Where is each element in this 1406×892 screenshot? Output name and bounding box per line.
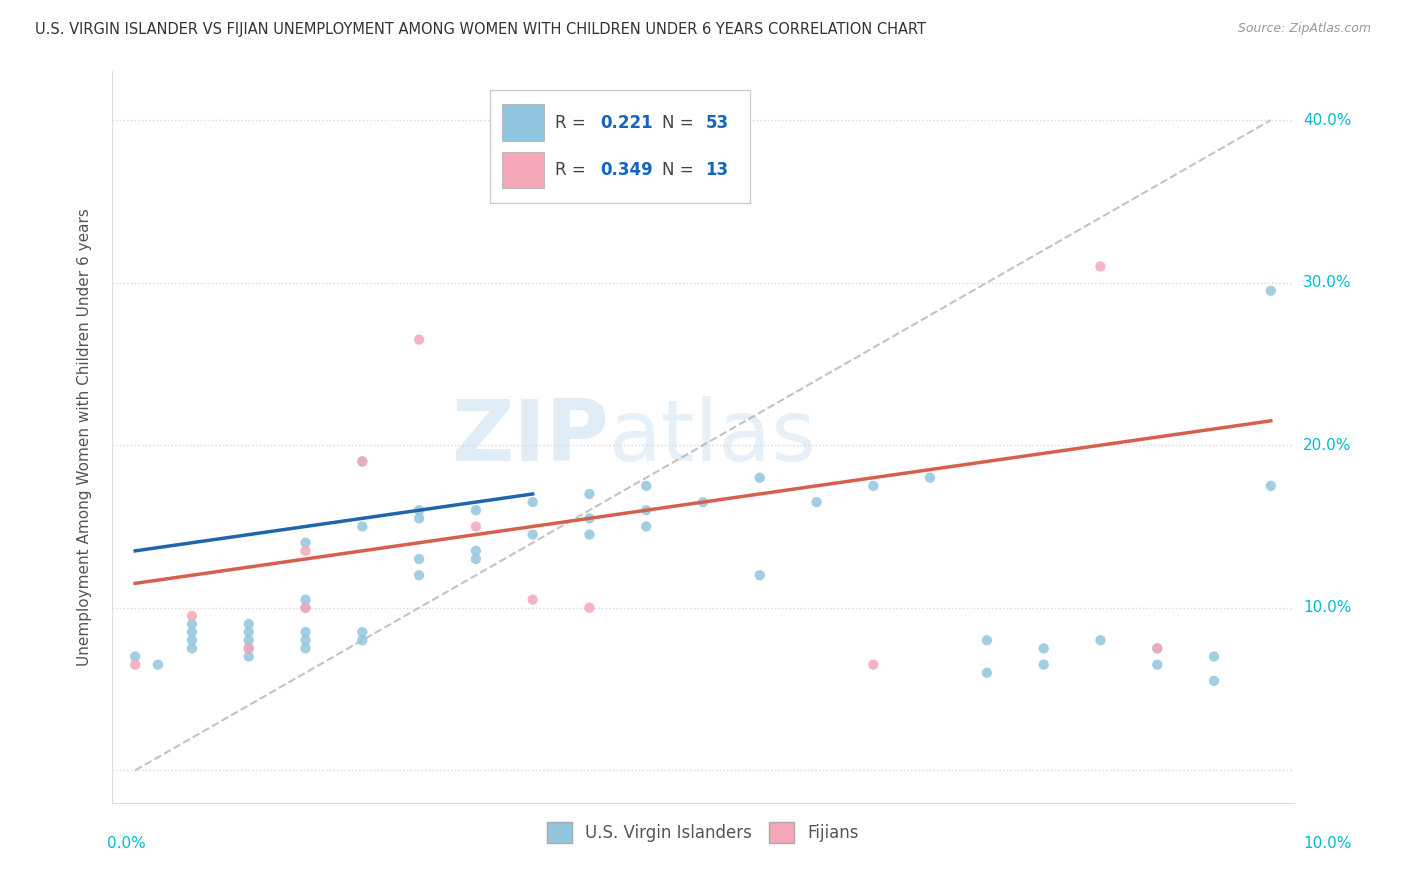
Point [578, 511, 600, 525]
Text: Source: ZipAtlas.com: Source: ZipAtlas.com [1237, 22, 1371, 36]
Point [181, 617, 204, 632]
Point [238, 641, 260, 656]
Point [806, 495, 828, 509]
Point [181, 633, 204, 648]
Point [976, 633, 998, 648]
Point [522, 495, 544, 509]
Point [294, 625, 316, 640]
Point [1090, 633, 1112, 648]
Text: ZIP: ZIP [451, 395, 609, 479]
Point [464, 552, 486, 566]
Text: 53: 53 [706, 113, 728, 131]
Point [464, 544, 486, 558]
Point [352, 454, 374, 468]
Text: N =: N = [662, 161, 699, 179]
Point [352, 625, 374, 640]
Text: R =: R = [555, 161, 592, 179]
Point [578, 487, 600, 501]
Point [636, 503, 658, 517]
Point [238, 633, 260, 648]
Text: R =: R = [555, 113, 592, 131]
Point [352, 454, 374, 468]
Legend: U.S. Virgin Islanders, Fijians: U.S. Virgin Islanders, Fijians [540, 815, 866, 849]
Point [1090, 260, 1112, 274]
Point [692, 495, 714, 509]
Point [294, 535, 316, 549]
Point [578, 600, 600, 615]
Point [408, 552, 430, 566]
Point [920, 471, 942, 485]
FancyBboxPatch shape [502, 104, 544, 141]
Text: N =: N = [662, 113, 699, 131]
Text: 10.0%: 10.0% [1303, 836, 1351, 851]
Point [408, 503, 430, 517]
Point [181, 608, 204, 623]
Point [976, 665, 998, 680]
Point [1032, 641, 1054, 656]
Point [1146, 657, 1168, 672]
Text: 13: 13 [706, 161, 728, 179]
Point [1146, 641, 1168, 656]
Point [294, 641, 316, 656]
Point [636, 519, 658, 533]
Point [181, 641, 204, 656]
Point [352, 519, 374, 533]
Text: 0.221: 0.221 [600, 113, 652, 131]
Text: 30.0%: 30.0% [1303, 275, 1351, 290]
Text: 0.349: 0.349 [600, 161, 652, 179]
Point [238, 617, 260, 632]
Y-axis label: Unemployment Among Women with Children Under 6 years: Unemployment Among Women with Children U… [77, 208, 91, 666]
Point [464, 503, 486, 517]
Text: 0.0%: 0.0% [107, 836, 145, 851]
Point [352, 633, 374, 648]
FancyBboxPatch shape [491, 90, 751, 203]
Point [294, 600, 316, 615]
Text: 20.0%: 20.0% [1303, 438, 1351, 453]
Point [408, 511, 430, 525]
Point [1202, 673, 1225, 688]
Point [408, 333, 430, 347]
Point [408, 568, 430, 582]
Point [1146, 641, 1168, 656]
Point [1202, 649, 1225, 664]
Point [294, 600, 316, 615]
Point [1260, 284, 1282, 298]
Point [578, 527, 600, 541]
Point [748, 471, 770, 485]
Point [522, 527, 544, 541]
Point [238, 649, 260, 664]
Point [238, 625, 260, 640]
Point [294, 544, 316, 558]
Point [522, 592, 544, 607]
FancyBboxPatch shape [502, 152, 544, 188]
Text: 40.0%: 40.0% [1303, 112, 1351, 128]
Point [1260, 479, 1282, 493]
Point [146, 657, 169, 672]
Point [862, 657, 884, 672]
Point [862, 479, 884, 493]
Text: 10.0%: 10.0% [1303, 600, 1351, 615]
Point [238, 641, 260, 656]
Point [636, 479, 658, 493]
Point [1032, 657, 1054, 672]
Point [464, 519, 486, 533]
Point [748, 568, 770, 582]
Point [181, 625, 204, 640]
Point [294, 592, 316, 607]
Point [124, 649, 146, 664]
Text: U.S. VIRGIN ISLANDER VS FIJIAN UNEMPLOYMENT AMONG WOMEN WITH CHILDREN UNDER 6 YE: U.S. VIRGIN ISLANDER VS FIJIAN UNEMPLOYM… [35, 22, 927, 37]
Point [124, 657, 146, 672]
Text: atlas: atlas [609, 395, 817, 479]
Point [294, 633, 316, 648]
